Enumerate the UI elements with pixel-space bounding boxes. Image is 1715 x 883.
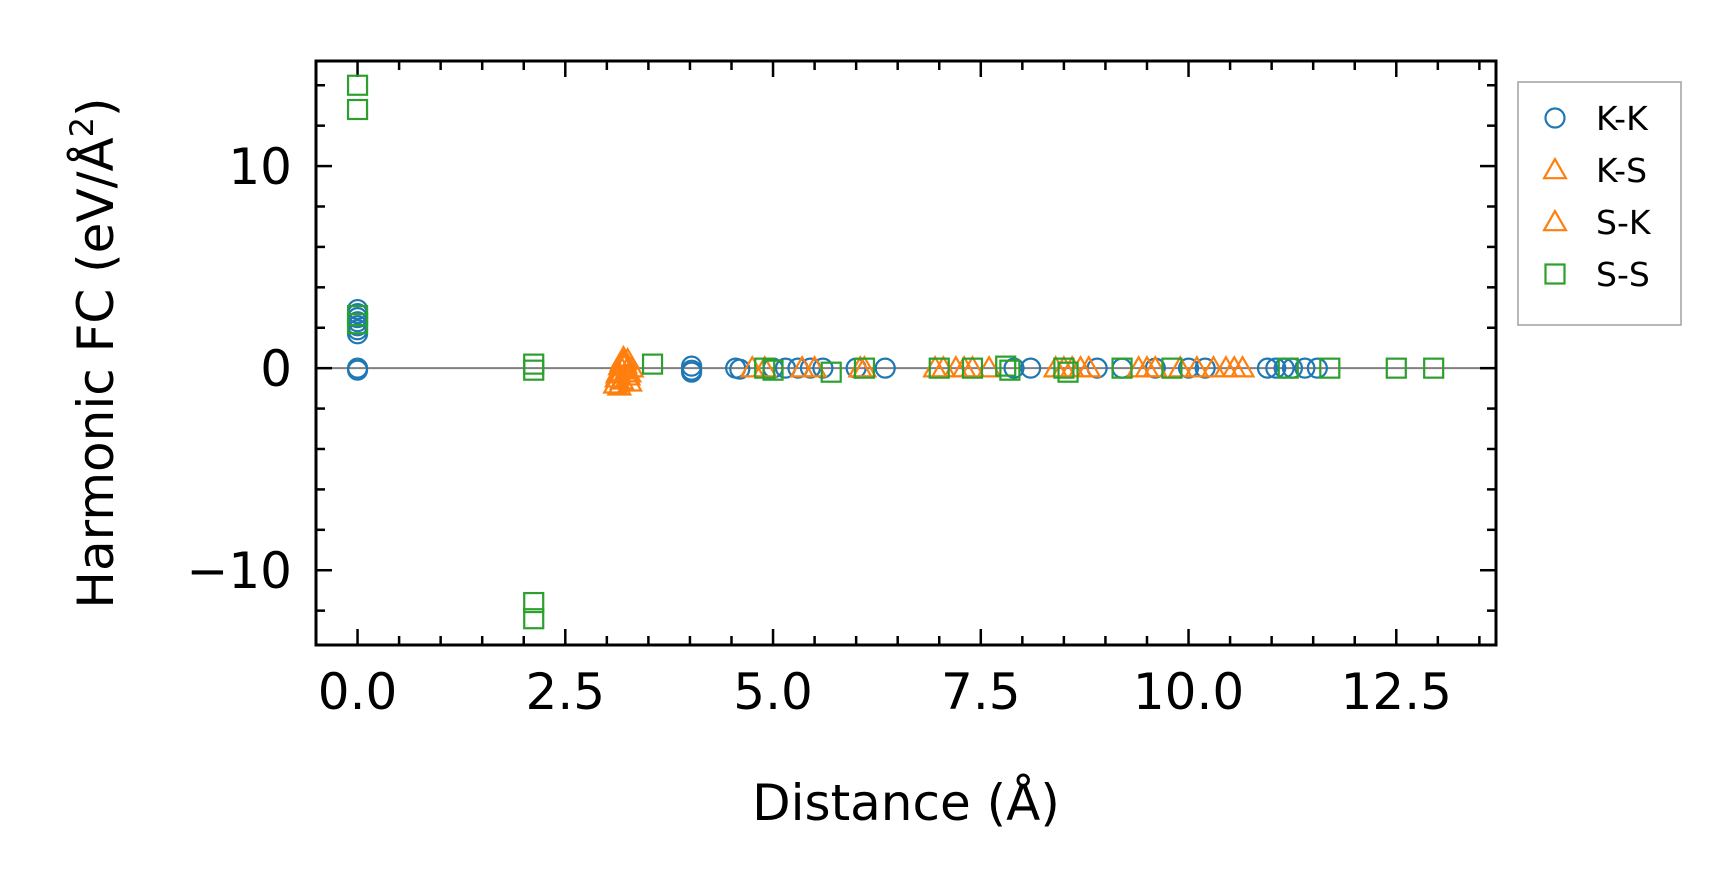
data-point-s-k (789, 355, 815, 378)
data-point-s-k (1213, 355, 1239, 378)
data-point-s-k (751, 355, 778, 378)
data-point-s-s (641, 353, 664, 375)
data-point-s-k (1067, 355, 1094, 378)
data-point-k-k (1306, 357, 1328, 379)
x-tick-labels: 0.0 2.5 5.0 7.5 10.0 12.5 (318, 663, 1452, 721)
data-point-k-k (1177, 357, 1200, 379)
data-point-k-k (874, 357, 896, 379)
legend-label-k-s: K-S (1596, 151, 1647, 190)
data-point-s-s (1423, 357, 1445, 379)
y-tick-label: 10 (228, 138, 292, 196)
data-point-s-s (853, 357, 876, 379)
data-point-k-k (729, 358, 751, 380)
data-point-s-k (1184, 355, 1210, 378)
legend-item-k-k: K-K (1544, 99, 1649, 138)
data-point-s-k (976, 355, 1002, 378)
legend-item-s-k: S-K (1542, 203, 1652, 242)
y-axis-title-superscript: 2 (63, 117, 101, 137)
data-point-s-s (995, 355, 1017, 377)
data-point-s-s (1161, 357, 1183, 379)
data-point-k-s (1167, 355, 1194, 378)
y-axis-title: Harmonic FC (eV/Å2) (63, 97, 125, 608)
x-axis-title: Distance (Å) (752, 774, 1060, 832)
data-point-s-s (523, 359, 545, 381)
x-tick-label: 2.5 (526, 663, 606, 721)
axis-ticks (314, 61, 1496, 645)
data-point-k-k (1294, 357, 1316, 379)
legend-label-s-s: S-S (1596, 255, 1650, 294)
data-point-s-s (346, 313, 369, 335)
x-tick-label: 10.0 (1133, 663, 1244, 721)
series-s-k (604, 347, 1256, 384)
data-point-k-s (801, 355, 828, 378)
x-tick-label: 0.0 (318, 663, 398, 721)
data-point-k-k (1003, 357, 1025, 379)
y-axis-title-main: Harmonic FC (eV/Å (67, 137, 125, 608)
plot-frame (314, 59, 1498, 647)
data-point-k-k (1194, 357, 1216, 379)
data-point-s-s (1277, 357, 1299, 379)
data-point-k-k (346, 359, 369, 381)
legend: K-K K-S S-K S-S (1517, 81, 1682, 326)
x-tick-label: 5.0 (733, 663, 813, 721)
data-point-s-s (1057, 361, 1079, 383)
data-point-s-k (616, 360, 643, 383)
legend-marker-k-s (1542, 156, 1568, 180)
data-point-k-s (1200, 355, 1227, 378)
legend-label-s-k: S-K (1596, 203, 1652, 242)
data-point-k-k (1265, 357, 1287, 379)
data-point-s-s (928, 357, 950, 379)
data-point-s-s (346, 98, 369, 121)
x-tick-label: 7.5 (941, 663, 1021, 721)
data-point-s-k (1134, 355, 1160, 378)
data-point-s-s (1111, 357, 1133, 379)
legend-item-k-s: K-S (1542, 151, 1647, 190)
y-tick-label: −10 (186, 542, 292, 600)
data-point-s-s (754, 357, 776, 379)
data-point-k-k (812, 357, 834, 379)
data-point-s-s (523, 608, 545, 630)
legend-label-k-k: K-K (1596, 99, 1649, 138)
data-point-s-s (762, 359, 784, 381)
legend-item-s-s: S-S (1544, 255, 1650, 294)
legend-marker-k-k (1544, 107, 1566, 129)
y-tick-label: 0 (260, 340, 292, 398)
data-point-s-k (1229, 355, 1256, 378)
data-point-s-s (1319, 357, 1341, 379)
data-point-s-s (346, 74, 369, 96)
data-point-s-s (1053, 357, 1075, 379)
data-point-s-s (523, 591, 545, 614)
y-axis-title-close: ) (67, 97, 125, 117)
legend-marker-s-s (1544, 263, 1566, 285)
data-point-s-s (961, 357, 984, 379)
data-point-s-s (820, 361, 842, 383)
x-tick-label: 12.5 (1341, 663, 1452, 721)
data-point-k-s (739, 355, 766, 378)
series-s-s (346, 74, 1445, 630)
data-point-k-k (1256, 357, 1279, 379)
data-point-s-s (1385, 357, 1407, 379)
legend-marker-s-k (1542, 208, 1568, 232)
data-point-k-k (1020, 357, 1042, 379)
data-point-s-s (999, 359, 1021, 381)
y-tick-labels: −10 0 10 (186, 138, 292, 600)
data-point-s-k (951, 355, 977, 378)
data-point-k-k (681, 361, 703, 383)
data-points (346, 74, 1445, 630)
